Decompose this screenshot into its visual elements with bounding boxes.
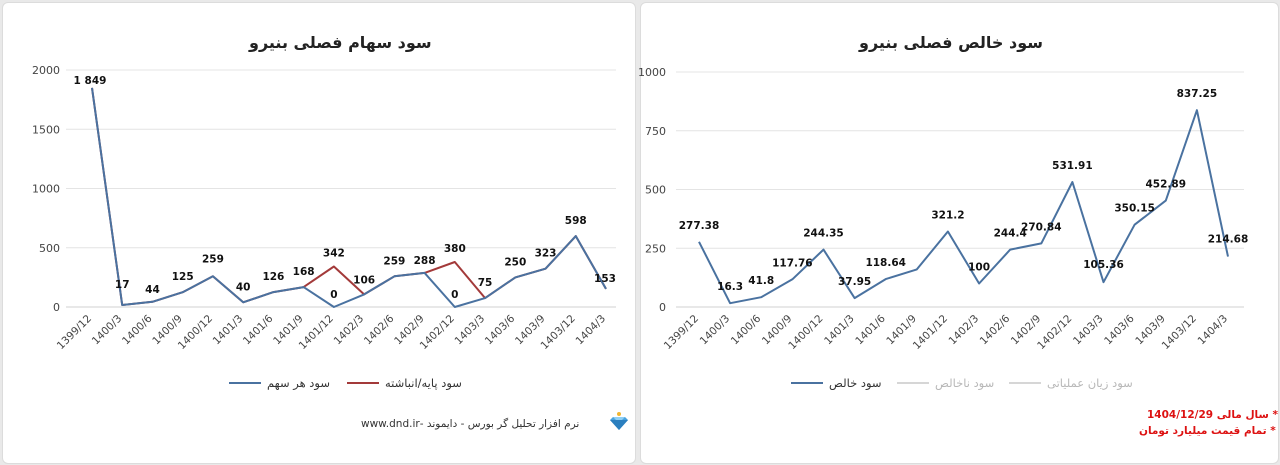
right-data-label: 350.15 — [1114, 203, 1155, 215]
right-x-tick-label: 1400/6 — [729, 312, 764, 347]
left-data-label: 259 — [383, 255, 405, 267]
left-x-tick-label: 1403/3 — [453, 313, 488, 348]
right-series-line-0 — [698, 109, 1229, 305]
right-data-label: 16.3 — [717, 281, 743, 293]
right-data-label: 270.84 — [1021, 221, 1062, 233]
right-data-label: 118.64 — [865, 257, 906, 269]
left-data-label: 259 — [202, 253, 224, 265]
legend-swatch-eps — [229, 382, 261, 384]
right-data-label: 837.25 — [1177, 88, 1218, 100]
right-chart-panel: سود خالص فصلی بنیرو سود خالص سود ناخالص … — [640, 2, 1279, 464]
right-data-label: 117.76 — [772, 257, 813, 269]
legend-label-gross: سود ناخالص — [935, 376, 995, 390]
right-data-label: 100 — [968, 262, 990, 274]
right-x-tick-label: 1403/6 — [1102, 312, 1137, 347]
right-data-label: 41.8 — [748, 275, 774, 287]
left-y-tick-label: 0 — [53, 301, 60, 314]
left-data-label: 380 — [444, 243, 466, 255]
legend-item-gross: سود ناخالص — [897, 376, 994, 390]
left-data-label: 75 — [478, 277, 493, 289]
left-series-line-0 — [91, 87, 607, 308]
legend-label-operating: سود زیان عملیاتی — [1047, 376, 1133, 390]
right-y-tick-label: 750 — [645, 125, 666, 138]
right-data-label: 531.91 — [1052, 160, 1093, 172]
left-chart-title: سود سهام فصلی بنیرو — [249, 33, 432, 52]
left-data-label: 342 — [323, 247, 345, 259]
left-data-label: 168 — [293, 266, 315, 278]
right-data-label: 244.35 — [803, 228, 844, 240]
legend-label-net: سود خالص — [829, 376, 882, 390]
legend-item-net: سود خالص — [791, 376, 882, 390]
left-x-tick-label: 1400/3 — [90, 313, 125, 348]
left-data-label: 250 — [504, 256, 526, 268]
legend-swatch-base — [347, 382, 379, 384]
left-y-tick-label: 500 — [39, 242, 60, 255]
right-x-tick-label: 1402/3 — [947, 313, 982, 348]
left-data-label: 40 — [236, 281, 251, 293]
right-x-tick-label: 1401/6 — [853, 312, 888, 347]
right-x-tick-label: 1401/3 — [822, 313, 857, 348]
diamond-icon — [609, 411, 629, 431]
left-x-tick-label: 1401/6 — [241, 312, 276, 347]
legend-label-eps: سود هر سهم — [267, 376, 331, 390]
right-y-tick-label: 250 — [645, 242, 666, 255]
right-chart-title: سود خالص فصلی بنیرو — [859, 33, 1043, 52]
left-data-label: 0 — [330, 289, 337, 301]
right-x-tick-label: 1402/12 — [1035, 313, 1074, 352]
left-data-label: 153 — [594, 273, 616, 285]
right-x-tick-label: 1400/12 — [786, 313, 825, 352]
left-data-label: 323 — [535, 248, 557, 260]
left-data-label: 106 — [353, 274, 375, 286]
note-fiscal-year: * سال مالی 1404/12/29 — [1147, 409, 1278, 421]
left-y-tick-label: 1500 — [32, 123, 60, 136]
legend-item-base: سود پایه/انباشته — [347, 376, 462, 390]
right-data-label: 214.68 — [1208, 234, 1249, 246]
right-x-tick-label: 1403/12 — [1160, 313, 1199, 352]
legend-label-base: سود پایه/انباشته — [385, 376, 462, 390]
left-x-tick-label: 1400/6 — [120, 312, 155, 347]
right-x-tick-label: 1399/12 — [662, 313, 701, 352]
note-unit: * تمام قیمت میلیارد تومان — [1139, 425, 1276, 437]
right-data-label: 244.4 — [994, 228, 1027, 240]
right-x-tick-label: 1401/12 — [911, 313, 950, 352]
right-x-tick-label: 1403/3 — [1071, 313, 1106, 348]
left-data-label: 44 — [145, 284, 160, 296]
left-x-tick-label: 1402/3 — [332, 313, 367, 348]
left-data-label: 1 849 — [74, 75, 107, 87]
right-data-label: 277.38 — [679, 220, 720, 232]
right-y-tick-label: 1000 — [638, 66, 666, 79]
legend-item-eps: سود هر سهم — [229, 376, 330, 390]
left-chart-panel: سود سهام فصلی بنیرو سود هر سهم سود پایه/… — [2, 2, 636, 464]
left-data-label: 0 — [451, 289, 458, 301]
legend-swatch-operating — [1009, 382, 1041, 384]
left-y-tick-label: 1000 — [32, 183, 60, 196]
right-data-label: 452.89 — [1145, 179, 1186, 191]
right-data-label: 321.2 — [931, 210, 964, 222]
left-x-tick-label: 1404/3 — [574, 313, 609, 348]
left-data-label: 126 — [262, 271, 284, 283]
left-x-tick-label: 1401/3 — [211, 313, 246, 348]
right-x-tick-label: 1402/6 — [978, 312, 1013, 347]
left-series-line-1 — [91, 87, 607, 306]
right-y-tick-label: 500 — [645, 184, 666, 197]
right-data-label: 37.95 — [838, 276, 871, 288]
legend-swatch-gross — [897, 382, 929, 384]
left-data-label: 288 — [414, 255, 436, 267]
left-data-label: 598 — [565, 215, 587, 227]
legend-item-operating: سود زیان عملیاتی — [1009, 376, 1133, 390]
left-data-label: 17 — [115, 279, 130, 291]
right-data-label: 105.36 — [1083, 259, 1124, 271]
footer-credit: نرم افزار تحلیل گر بورس - دایموند -www.d… — [361, 418, 580, 430]
left-data-label: 125 — [172, 271, 194, 283]
left-x-tick-label: 1402/6 — [362, 312, 397, 347]
legend-swatch-net — [791, 382, 823, 384]
right-x-tick-label: 1404/3 — [1196, 313, 1231, 348]
right-x-tick-label: 1400/3 — [698, 313, 733, 348]
left-y-tick-label: 2000 — [32, 64, 60, 77]
left-x-tick-label: 1399/12 — [55, 313, 94, 352]
left-x-tick-label: 1403/6 — [483, 312, 518, 347]
right-y-tick-label: 0 — [659, 301, 666, 314]
